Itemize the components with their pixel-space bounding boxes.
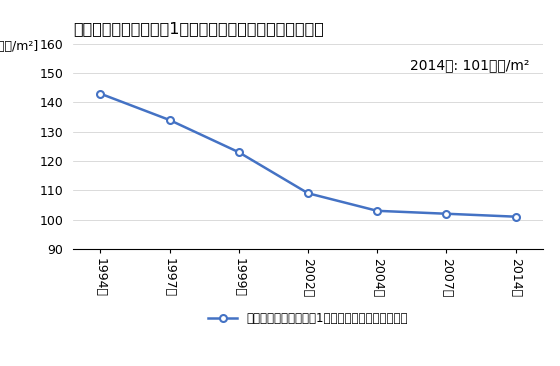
その他の小売業の店舗1平米当たり年間商品販売額: [166, 118, 173, 122]
Legend: その他の小売業の店舗1平米当たり年間商品販売額: その他の小売業の店舗1平米当たり年間商品販売額: [208, 312, 408, 325]
その他の小売業の店舗1平米当たり年間商品販売額: [305, 191, 311, 195]
その他の小売業の店舗1平米当たり年間商品販売額: [374, 209, 381, 213]
その他の小売業の店舗1平米当たり年間商品販売額: [97, 92, 104, 96]
Text: 2014年: 101万円/m²: 2014年: 101万円/m²: [410, 58, 529, 72]
Line: その他の小売業の店舗1平米当たり年間商品販売額: その他の小売業の店舗1平米当たり年間商品販売額: [97, 90, 519, 220]
その他の小売業の店舗1平米当たり年間商品販売額: [235, 150, 242, 154]
その他の小売業の店舗1平米当たり年間商品販売額: [512, 214, 519, 219]
その他の小売業の店舗1平米当たり年間商品販売額: [443, 212, 450, 216]
Y-axis label: [万円/m²]: [万円/m²]: [0, 40, 39, 53]
Text: その他の小売業の店舗1平米当たり年間商品販売額の推移: その他の小売業の店舗1平米当たり年間商品販売額の推移: [73, 21, 324, 36]
